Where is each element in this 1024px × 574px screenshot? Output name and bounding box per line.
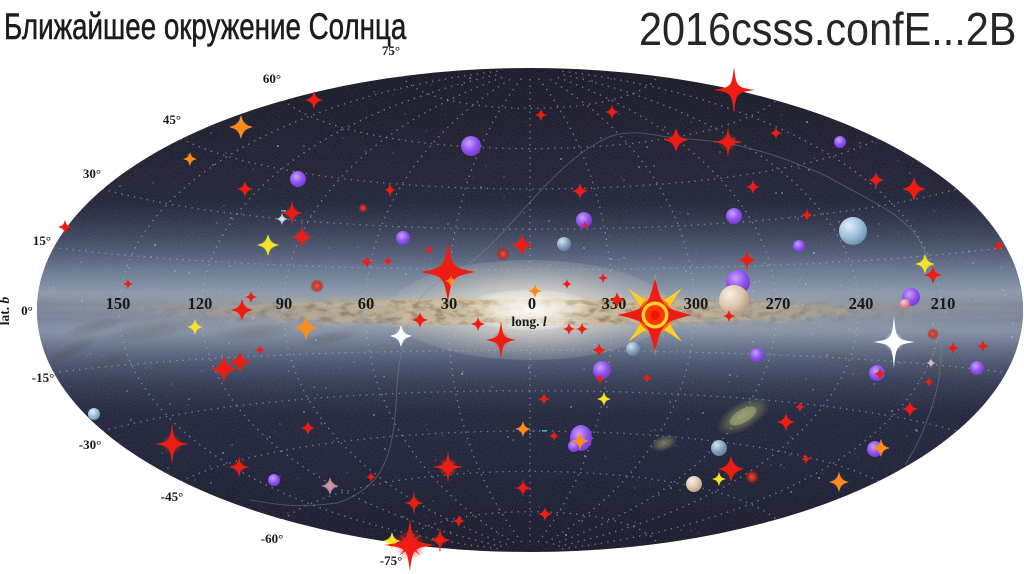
svg-text:0°: 0° <box>21 303 33 318</box>
svg-text:Ближайшее окружение Солнца: Ближайшее окружение Солнца <box>4 5 407 47</box>
svg-text:2016csss.confE...2B: 2016csss.confE...2B <box>639 4 1016 56</box>
svg-text:240: 240 <box>849 294 874 313</box>
svg-text:60: 60 <box>358 294 375 313</box>
svg-text:-15°: -15° <box>32 370 55 385</box>
svg-text:270: 270 <box>766 294 791 313</box>
svg-text:300: 300 <box>684 294 709 313</box>
svg-text:long. l: long. l <box>511 314 547 329</box>
svg-text:210: 210 <box>931 294 956 313</box>
svg-text:-75°: -75° <box>380 553 403 568</box>
svg-text:0: 0 <box>528 294 536 313</box>
svg-text:90: 90 <box>276 294 293 313</box>
svg-text:30: 30 <box>441 294 458 313</box>
svg-text:-30°: -30° <box>79 437 102 452</box>
svg-text:75°: 75° <box>382 43 400 58</box>
svg-text:45°: 45° <box>163 112 181 127</box>
svg-text:60°: 60° <box>263 71 281 86</box>
svg-text:120: 120 <box>188 294 213 313</box>
svg-text:-60°: -60° <box>261 531 284 546</box>
svg-text:lat. b: lat. b <box>0 297 12 326</box>
svg-text:30°: 30° <box>83 166 101 181</box>
svg-text:15°: 15° <box>33 233 51 248</box>
svg-text:-45°: -45° <box>161 489 184 504</box>
svg-text:150: 150 <box>106 294 131 313</box>
